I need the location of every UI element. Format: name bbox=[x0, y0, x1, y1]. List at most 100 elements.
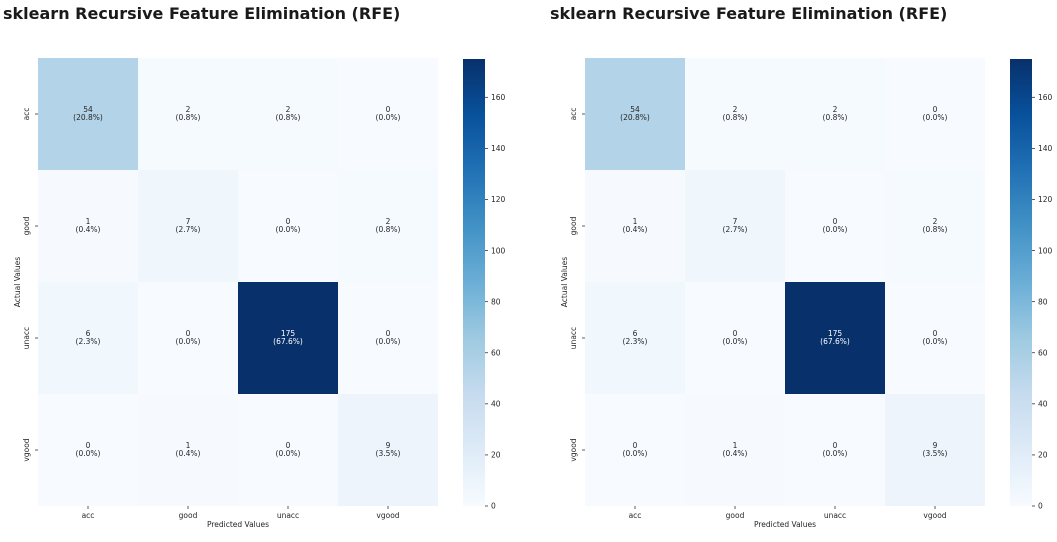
cell-percent-label: (0.4%) bbox=[723, 449, 748, 458]
cell-count-label: 1 bbox=[633, 217, 638, 226]
colorbar-tick-label: 80 bbox=[1038, 297, 1048, 306]
colorbar-tick-label: 0 bbox=[491, 502, 496, 511]
y-axis-label: Actual Values bbox=[560, 257, 569, 307]
cell-percent-label: (0.0%) bbox=[76, 449, 101, 458]
cell-count-label: 175 bbox=[281, 329, 296, 338]
heatmap-cell bbox=[338, 394, 438, 506]
heatmap-cell bbox=[138, 282, 238, 394]
cell-count-label: 0 bbox=[286, 217, 291, 226]
heatmap-cell bbox=[885, 282, 985, 394]
cell-percent-label: (2.3%) bbox=[623, 337, 648, 346]
confusion-matrix-chart: 54(20.8%)2(0.8%)2(0.8%)0(0.0%)1(0.4%)7(2… bbox=[13, 58, 506, 529]
cell-count-label: 7 bbox=[733, 217, 738, 226]
cell-percent-label: (0.4%) bbox=[623, 225, 648, 234]
confusion-matrix-panel-left: sklearn Recursive Feature Elimination (R… bbox=[0, 0, 520, 542]
cell-count-label: 54 bbox=[83, 105, 93, 114]
colorbar-tick-label: 100 bbox=[491, 246, 506, 255]
cell-count-label: 2 bbox=[833, 105, 838, 114]
heatmap-cell bbox=[38, 394, 138, 506]
cell-count-label: 0 bbox=[833, 441, 838, 450]
heatmap-cell bbox=[685, 58, 785, 170]
cell-percent-label: (0.0%) bbox=[823, 449, 848, 458]
y-tick-label: acc bbox=[569, 108, 578, 121]
cell-count-label: 0 bbox=[186, 329, 191, 338]
cell-percent-label: (0.0%) bbox=[276, 225, 301, 234]
cell-count-label: 0 bbox=[833, 217, 838, 226]
y-tick-label: unacc bbox=[569, 327, 578, 349]
colorbar-tick-label: 40 bbox=[491, 400, 501, 409]
colorbar-tick-label: 140 bbox=[1038, 144, 1053, 153]
cell-count-label: 7 bbox=[186, 217, 191, 226]
cell-count-label: 2 bbox=[733, 105, 738, 114]
cell-percent-label: (0.0%) bbox=[376, 337, 401, 346]
heatmap-cell bbox=[238, 394, 338, 506]
heatmap-cell bbox=[138, 58, 238, 170]
cell-percent-label: (0.0%) bbox=[276, 449, 301, 458]
confusion-matrix-panel-right: sklearn Recursive Feature Elimination (R… bbox=[547, 0, 1057, 542]
heatmap-cell bbox=[585, 394, 685, 506]
colorbar-tick-label: 60 bbox=[1038, 348, 1048, 357]
y-tick-label: unacc bbox=[22, 327, 31, 349]
cell-count-label: 0 bbox=[386, 329, 391, 338]
colorbar-tick-label: 20 bbox=[1038, 451, 1048, 460]
cell-percent-label: (20.8%) bbox=[73, 113, 103, 122]
heatmap-cell bbox=[685, 282, 785, 394]
cell-percent-label: (0.0%) bbox=[176, 337, 201, 346]
heatmap-cell bbox=[785, 282, 885, 394]
heatmap-cell bbox=[785, 58, 885, 170]
heatmap-cell bbox=[138, 170, 238, 282]
cell-percent-label: (0.0%) bbox=[376, 113, 401, 122]
colorbar-tick-label: 160 bbox=[1038, 93, 1053, 102]
heatmap-cell bbox=[138, 394, 238, 506]
heatmap-cell bbox=[885, 394, 985, 506]
cell-percent-label: (0.0%) bbox=[823, 225, 848, 234]
cell-count-label: 1 bbox=[186, 441, 191, 450]
cell-count-label: 9 bbox=[933, 441, 938, 450]
heatmap-cell bbox=[685, 170, 785, 282]
y-tick-label: good bbox=[22, 216, 31, 235]
cell-percent-label: (67.6%) bbox=[273, 337, 303, 346]
heatmap-cell bbox=[785, 170, 885, 282]
confusion-matrix-chart: 54(20.8%)2(0.8%)2(0.8%)0(0.0%)1(0.4%)7(2… bbox=[560, 58, 1053, 529]
cell-count-label: 2 bbox=[386, 217, 391, 226]
cell-count-label: 54 bbox=[630, 105, 640, 114]
heatmap-cell bbox=[885, 58, 985, 170]
heatmap-cell bbox=[338, 282, 438, 394]
colorbar-tick-label: 20 bbox=[491, 451, 501, 460]
heatmap-cell bbox=[238, 58, 338, 170]
y-tick-label: good bbox=[569, 216, 578, 235]
cell-percent-label: (2.3%) bbox=[76, 337, 101, 346]
cell-count-label: 0 bbox=[633, 441, 638, 450]
cell-count-label: 0 bbox=[933, 105, 938, 114]
heatmap-cell bbox=[38, 282, 138, 394]
y-tick-label: vgood bbox=[22, 438, 31, 461]
chart-title: sklearn Recursive Feature Elimination (R… bbox=[3, 4, 401, 23]
colorbar-tick-label: 0 bbox=[1038, 502, 1043, 511]
cell-count-label: 2 bbox=[933, 217, 938, 226]
cell-count-label: 1 bbox=[733, 441, 738, 450]
cell-percent-label: (0.4%) bbox=[76, 225, 101, 234]
cell-percent-label: (0.8%) bbox=[376, 225, 401, 234]
cell-percent-label: (0.0%) bbox=[923, 113, 948, 122]
cell-count-label: 0 bbox=[86, 441, 91, 450]
x-tick-label: acc bbox=[629, 511, 642, 520]
x-tick-label: vgood bbox=[376, 511, 399, 520]
colorbar-tick-label: 80 bbox=[491, 297, 501, 306]
cell-percent-label: (0.8%) bbox=[923, 225, 948, 234]
heatmap-cell bbox=[38, 170, 138, 282]
cell-count-label: 0 bbox=[733, 329, 738, 338]
heatmap-cell bbox=[38, 58, 138, 170]
cell-percent-label: (3.5%) bbox=[376, 449, 401, 458]
x-tick-label: good bbox=[726, 511, 745, 520]
cell-count-label: 0 bbox=[933, 329, 938, 338]
x-tick-label: vgood bbox=[923, 511, 946, 520]
x-tick-label: unacc bbox=[277, 511, 299, 520]
heatmap-cell bbox=[585, 58, 685, 170]
cell-percent-label: (0.0%) bbox=[923, 337, 948, 346]
x-tick-label: unacc bbox=[824, 511, 846, 520]
colorbar-tick-label: 160 bbox=[491, 93, 506, 102]
y-tick-label: vgood bbox=[569, 438, 578, 461]
cell-percent-label: (0.0%) bbox=[723, 337, 748, 346]
cell-percent-label: (2.7%) bbox=[723, 225, 748, 234]
cell-percent-label: (0.8%) bbox=[823, 113, 848, 122]
